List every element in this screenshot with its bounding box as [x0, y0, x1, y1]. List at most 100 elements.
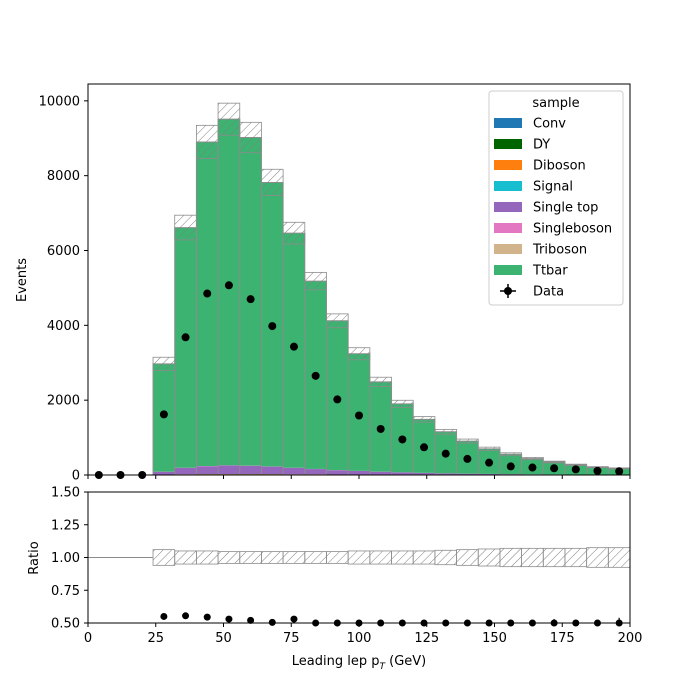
ratio-unc-bin-6 [217, 551, 241, 564]
mc-unc-bin-19 [499, 452, 523, 457]
data-point-20 [528, 463, 537, 472]
ratio-unc-bin-17 [456, 549, 479, 566]
x-axis-label-unit: (GeV) [385, 654, 426, 669]
ratio-points [160, 612, 623, 627]
mc-unc-bin-17 [456, 438, 479, 444]
bar-single-top-6 [218, 465, 240, 475]
ratio-unc-bin-12 [347, 550, 371, 565]
bar-single-top-11 [326, 470, 349, 475]
bar-single-top-17 [456, 473, 479, 475]
ratio-unc-bin-15 [412, 550, 436, 565]
main-ytick-label: 6000 [47, 244, 80, 259]
ratio-unc-bin-9 [282, 551, 306, 564]
ratio-y-ticks: 0.50 0.75 1.00 1.25 1.50 [51, 486, 88, 632]
legend-marker-data [500, 284, 516, 298]
mc-unc-bin-3 [152, 356, 176, 371]
mc-uncertainty-band [152, 102, 631, 470]
mc-unc-bin-16 [434, 429, 457, 435]
bar-single-top-9 [283, 467, 305, 475]
mc-unc-bin-12 [347, 347, 371, 361]
main-ytick-label: 0 [72, 469, 80, 484]
ratio-unc-bin-16 [434, 549, 457, 566]
bar-ttbar-5 [196, 141, 219, 467]
data-point-4 [181, 333, 190, 342]
ratio-uncertainty-band [88, 547, 631, 568]
legend-items: Conv DY Diboson Signal Single top Singleboson… [494, 117, 612, 300]
data-point-7 [246, 295, 255, 304]
ratio-unc-bin-8 [261, 551, 284, 564]
bar-single-top-5 [196, 466, 219, 475]
bar-single-top-4 [174, 467, 197, 475]
legend-swatch-singleboson [494, 223, 522, 233]
data-points [94, 281, 624, 479]
legend: sample Conv DY Diboson Signal Single top Sing… [488, 90, 624, 306]
xtick-label: 50 [215, 631, 232, 646]
ratio-ytick-label: 0.75 [51, 584, 80, 599]
ratio-unc-bin-23 [586, 547, 609, 568]
data-point-17 [463, 454, 472, 463]
data-point-22 [571, 465, 580, 474]
mc-unc-bin-5 [195, 124, 219, 160]
legend-label-ttbar: Ttbar [532, 264, 568, 279]
bar-single-top-8 [261, 466, 284, 475]
ratio-unc-bin-19 [499, 547, 523, 568]
data-point-13 [376, 424, 385, 433]
ratio-point-2 [203, 613, 211, 621]
ratio-point-3 [225, 615, 233, 623]
mc-unc-bin-21 [542, 460, 566, 464]
data-point-3 [159, 410, 168, 419]
legend-label-single-top: Single top [533, 201, 598, 216]
mc-unc-bin-14 [391, 399, 414, 408]
mc-unc-bin-22 [564, 463, 588, 466]
bar-single-top-16 [434, 473, 457, 475]
ratio-unc-bin-14 [391, 550, 414, 565]
mc-unc-bin-15 [412, 416, 436, 423]
legend-swatch-diboson [494, 160, 522, 170]
ratio-unc-bin-22 [564, 547, 588, 568]
ratio-y-axis-label: Ratio [27, 541, 42, 574]
legend-swatch-dy [494, 139, 522, 149]
data-point-23 [593, 466, 602, 475]
bar-ttbar-6 [218, 119, 240, 466]
legend-frame [488, 90, 624, 306]
mc-unc-bin-6 [217, 102, 241, 136]
main-y-axis-label: Events [15, 258, 30, 302]
xtick-label: 0 [84, 631, 92, 646]
ratio-point-6 [290, 615, 298, 623]
main-panel: 0 2000 4000 6000 8000 10000 Events [15, 83, 631, 484]
ratio-ytick-label: 1.50 [51, 486, 80, 501]
bar-single-top-19 [499, 474, 522, 475]
ratio-point-0 [160, 612, 168, 620]
data-point-11 [333, 395, 342, 404]
ratio-point-4 [247, 616, 255, 624]
mc-unc-bin-11 [326, 313, 349, 329]
legend-label-triboson: Triboson [532, 243, 587, 258]
bar-single-top-3 [153, 471, 175, 475]
legend-title: sample [532, 96, 579, 111]
data-point-5 [203, 289, 212, 298]
xtick-label: 125 [414, 631, 439, 646]
data-point-9 [289, 342, 298, 351]
bar-single-top-12 [348, 470, 370, 475]
ratio-unc-bin-5 [195, 550, 219, 565]
main-x-ticks [87, 475, 631, 479]
data-point-19 [506, 462, 515, 471]
mc-unc-bin-18 [477, 446, 501, 451]
legend-label-singleboson: Singleboson [533, 222, 612, 237]
legend-label-signal: Signal [533, 180, 573, 195]
ratio-unc-bin-11 [326, 551, 349, 564]
xtick-label: 200 [618, 631, 643, 646]
legend-swatch-conv [494, 118, 522, 128]
legend-swatch-triboson [494, 244, 522, 254]
ratio-x-ticks: 0 25 50 75 100 125 150 175 200 [84, 623, 643, 646]
xtick-label: 25 [147, 631, 164, 646]
mc-unc-bin-20 [521, 457, 544, 461]
legend-swatch-single-top [494, 202, 522, 212]
main-y-ticks: 0 2000 4000 6000 8000 10000 [39, 94, 88, 484]
legend-label-dy: DY [533, 138, 550, 153]
xtick-label: 150 [482, 631, 507, 646]
ratio-point-5 [268, 618, 276, 626]
bar-single-top-10 [304, 469, 327, 475]
bar-single-top-18 [478, 473, 500, 475]
legend-label-data: Data [533, 285, 564, 300]
